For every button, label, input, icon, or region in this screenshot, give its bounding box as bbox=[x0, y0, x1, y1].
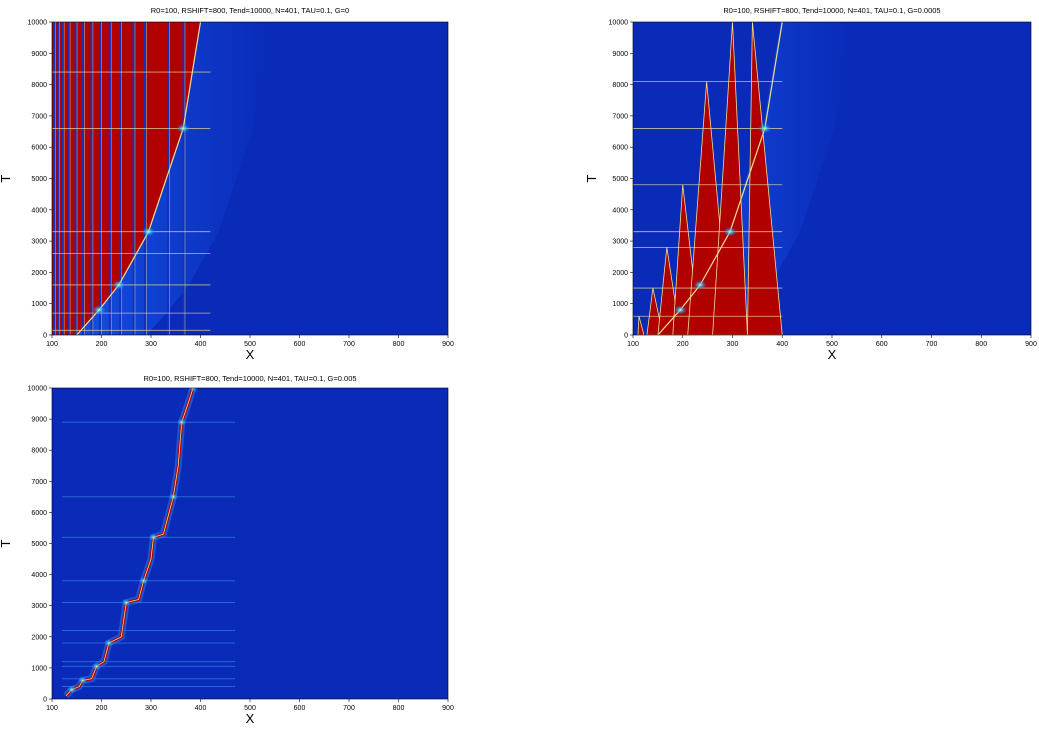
y-tick-label: 7000 bbox=[31, 113, 47, 120]
heatmap-g0: R0=100, RSHIFT=800, Tend=10000, N=401, T… bbox=[0, 6, 454, 362]
hot-spot bbox=[188, 388, 199, 392]
hot-spot bbox=[77, 676, 88, 685]
front-haze bbox=[74, 22, 271, 335]
y-tick-label: 9000 bbox=[612, 51, 628, 58]
y-tick-label: 7000 bbox=[612, 113, 628, 120]
heatmap-background bbox=[52, 388, 448, 699]
y-tick-label: 9000 bbox=[31, 417, 47, 424]
x-tick-label: 600 bbox=[294, 705, 306, 712]
y-tick-label: 0 bbox=[43, 333, 47, 340]
y-axis-label: T bbox=[0, 174, 13, 182]
x-tick-label: 500 bbox=[826, 341, 838, 348]
x-tick-label: 600 bbox=[876, 341, 888, 348]
y-tick-label: 1000 bbox=[31, 301, 47, 308]
x-tick-label: 800 bbox=[393, 341, 405, 348]
chart-panel-g0: R0=100, RSHIFT=800, Tend=10000, N=401, T… bbox=[0, 0, 470, 365]
y-tick-label: 4000 bbox=[612, 207, 628, 214]
hot-spot bbox=[673, 304, 688, 315]
y-tick-label: 0 bbox=[43, 697, 47, 704]
y-tick-label: 5000 bbox=[612, 176, 628, 183]
hot-spot bbox=[121, 598, 132, 607]
x-tick-label: 800 bbox=[393, 705, 405, 712]
red-lobe bbox=[712, 22, 748, 335]
heatmap-g00005: R0=100, RSHIFT=800, Tend=10000, N=401, T… bbox=[584, 6, 1037, 362]
y-tick-label: 6000 bbox=[31, 145, 47, 152]
hot-spot bbox=[141, 226, 156, 237]
hot-spot bbox=[693, 279, 708, 290]
x-tick-label: 400 bbox=[195, 705, 207, 712]
y-tick-label: 3000 bbox=[31, 239, 47, 246]
hot-spot bbox=[176, 418, 187, 427]
y-tick-label: 0 bbox=[624, 333, 628, 340]
y-tick-label: 2000 bbox=[612, 270, 628, 277]
x-tick-label: 700 bbox=[926, 341, 938, 348]
hot-spot bbox=[111, 279, 126, 290]
x-tick-label: 600 bbox=[294, 341, 306, 348]
y-tick-label: 10000 bbox=[28, 20, 48, 27]
x-tick-label: 100 bbox=[627, 341, 639, 348]
y-tick-label: 1000 bbox=[612, 301, 628, 308]
x-tick-label: 300 bbox=[145, 341, 157, 348]
chart-title: R0=100, RSHIFT=800, Tend=10000, N=401, T… bbox=[143, 374, 356, 383]
y-tick-label: 4000 bbox=[31, 207, 47, 214]
y-tick-label: 7000 bbox=[31, 479, 47, 486]
hot-spot bbox=[138, 576, 149, 585]
hot-spot bbox=[103, 639, 114, 648]
y-tick-label: 8000 bbox=[612, 82, 628, 89]
x-tick-label: 500 bbox=[244, 705, 256, 712]
x-tick-label: 200 bbox=[96, 705, 108, 712]
y-tick-label: 10000 bbox=[28, 386, 48, 393]
chart-title: R0=100, RSHIFT=800, Tend=10000, N=401, T… bbox=[151, 6, 349, 15]
x-tick-label: 200 bbox=[96, 341, 108, 348]
x-tick-label: 700 bbox=[343, 341, 355, 348]
y-tick-label: 5000 bbox=[31, 176, 47, 183]
x-tick-label: 700 bbox=[343, 705, 355, 712]
x-tick-label: 400 bbox=[195, 341, 207, 348]
y-axis-label: T bbox=[0, 539, 13, 547]
heatmap-g0005: R0=100, RSHIFT=800, Tend=10000, N=401, T… bbox=[0, 374, 454, 726]
x-tick-label: 900 bbox=[442, 341, 454, 348]
hot-spot bbox=[757, 123, 772, 134]
y-tick-label: 1000 bbox=[31, 665, 47, 672]
hot-spot bbox=[168, 492, 179, 501]
x-tick-label: 500 bbox=[244, 341, 256, 348]
red-lobe bbox=[637, 316, 645, 335]
y-tick-label: 3000 bbox=[612, 239, 628, 246]
x-tick-label: 100 bbox=[46, 705, 58, 712]
red-region bbox=[52, 22, 201, 335]
hot-spot bbox=[66, 685, 77, 694]
hot-spot bbox=[148, 533, 159, 542]
x-tick-label: 900 bbox=[1025, 341, 1037, 348]
x-axis-label: X bbox=[246, 347, 255, 362]
x-tick-label: 300 bbox=[145, 705, 157, 712]
x-tick-label: 200 bbox=[677, 341, 689, 348]
y-tick-label: 8000 bbox=[31, 448, 47, 455]
x-axis-label: X bbox=[246, 711, 255, 726]
red-lobe bbox=[747, 22, 783, 335]
x-tick-label: 800 bbox=[975, 341, 987, 348]
x-tick-label: 100 bbox=[46, 341, 58, 348]
y-tick-label: 2000 bbox=[31, 634, 47, 641]
x-tick-label: 300 bbox=[727, 341, 739, 348]
y-tick-label: 3000 bbox=[31, 603, 47, 610]
x-axis-label: X bbox=[828, 347, 837, 362]
y-tick-label: 10000 bbox=[609, 20, 629, 27]
y-tick-label: 4000 bbox=[31, 572, 47, 579]
y-tick-label: 6000 bbox=[612, 145, 628, 152]
hot-spot bbox=[91, 662, 102, 671]
hot-spot bbox=[92, 304, 107, 315]
hot-spot bbox=[176, 123, 191, 134]
y-axis-label: T bbox=[584, 174, 599, 182]
chart-panel-g0005: R0=100, RSHIFT=800, Tend=10000, N=401, T… bbox=[0, 365, 470, 729]
y-tick-label: 8000 bbox=[31, 82, 47, 89]
y-tick-label: 9000 bbox=[31, 51, 47, 58]
chart-panel-g00005: R0=100, RSHIFT=800, Tend=10000, N=401, T… bbox=[580, 0, 1039, 365]
chart-title: R0=100, RSHIFT=800, Tend=10000, N=401, T… bbox=[723, 6, 940, 15]
y-tick-label: 2000 bbox=[31, 270, 47, 277]
hot-spot bbox=[723, 226, 738, 237]
y-tick-label: 6000 bbox=[31, 510, 47, 517]
x-tick-label: 400 bbox=[776, 341, 788, 348]
y-tick-label: 5000 bbox=[31, 541, 47, 548]
x-tick-label: 900 bbox=[442, 705, 454, 712]
